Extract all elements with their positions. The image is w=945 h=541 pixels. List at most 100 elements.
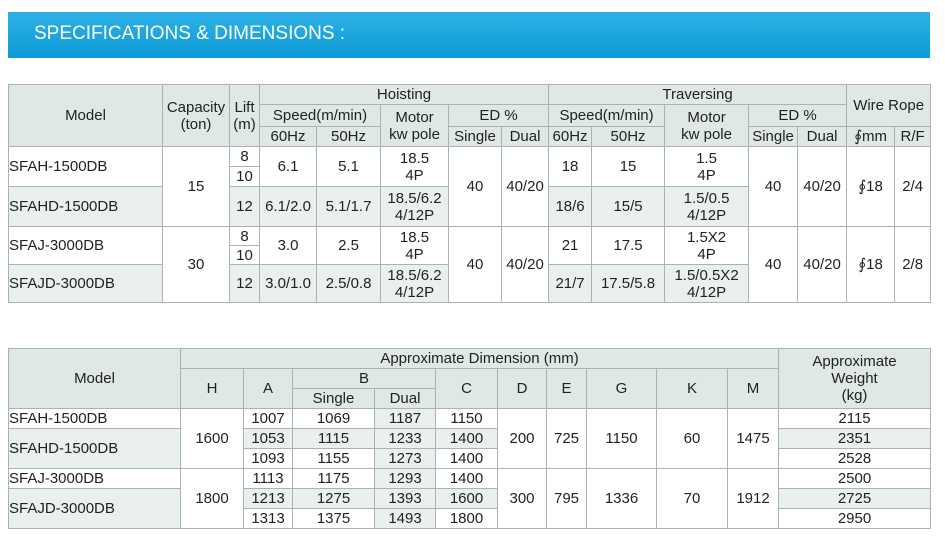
table-cell: 10 bbox=[229, 166, 260, 187]
header-cell: 60Hz bbox=[259, 126, 317, 147]
table-cell: 2950 bbox=[778, 508, 932, 529]
table-cell: 1213 bbox=[243, 488, 293, 509]
table-cell: 1.5 4P bbox=[664, 146, 750, 187]
table-row: SFAJD-3000DB 1213 1275 1393 1600 2725 bbox=[8, 488, 932, 529]
table-cell: 1393 bbox=[374, 488, 436, 509]
table-cell: 15 bbox=[591, 146, 666, 187]
table-cell: 21/7 bbox=[548, 264, 593, 303]
header-cell: ED % bbox=[447, 104, 550, 127]
header-cell: D bbox=[497, 368, 547, 409]
table-cell: 200 bbox=[497, 408, 547, 469]
table-row: SFAJ-3000DB 1800 1113 1175 1293 1400 300 795 133… bbox=[8, 468, 932, 529]
table-cell: 2500 bbox=[778, 468, 932, 489]
header-cell: Speed(m/min) bbox=[548, 104, 666, 127]
header-cell: Single bbox=[292, 388, 375, 409]
title: SPECIFICATIONS & DIMENSIONS : bbox=[34, 23, 346, 44]
table-row: 1313 1375 1493 1800 2950 bbox=[9, 508, 932, 529]
header-cell: Hoisting bbox=[258, 84, 550, 105]
table-cell: 2725 bbox=[778, 488, 932, 509]
header-cell: M bbox=[726, 368, 780, 409]
table-row: 10 bbox=[9, 245, 931, 265]
table-cell: 1187 bbox=[374, 408, 436, 429]
table-cell: 1113 bbox=[243, 468, 293, 489]
table-cell: 1313 bbox=[243, 508, 293, 529]
table-cell: 15/5 bbox=[591, 186, 666, 227]
table-cell: 30 bbox=[162, 226, 230, 303]
header-cell: Model bbox=[8, 84, 163, 147]
table-cell: 795 bbox=[546, 468, 587, 529]
table-cell: SFAJD-3000DB bbox=[8, 264, 163, 303]
table-cell: SFAH-1500DB bbox=[8, 146, 163, 187]
table-cell: 21 bbox=[548, 226, 593, 265]
table-cell: 40 bbox=[448, 226, 502, 303]
table-cell: 1150 bbox=[435, 408, 498, 429]
header-cell: Dual bbox=[797, 126, 848, 147]
header-cell: 50Hz bbox=[591, 126, 666, 147]
table-row: SFAJD-3000DB 12 3.0/1.0 2.5/0.8 18.5/6.2… bbox=[8, 264, 931, 303]
table-row: Model Approximate Dimension (mm) Approxi… bbox=[8, 348, 932, 409]
table-cell: 40/20 bbox=[797, 226, 848, 303]
table-cell: 1600 bbox=[180, 408, 244, 469]
table-cell: 1.5/0.5X2 4/12P bbox=[664, 264, 750, 303]
table-cell: 40 bbox=[748, 226, 799, 303]
table-cell: 1275 bbox=[292, 488, 375, 509]
table-cell: 1069 bbox=[292, 408, 375, 429]
table-cell: 1053 bbox=[243, 428, 293, 449]
table-cell: 40 bbox=[448, 146, 502, 227]
table-cell: ∮18 bbox=[846, 226, 896, 303]
table-row: Speed(m/min) Motor kw pole ED % Speed(m/… bbox=[9, 104, 931, 147]
table-cell: ∮18 bbox=[846, 146, 896, 227]
header-cell: Capacity (ton) bbox=[162, 84, 230, 147]
table-cell: 18.5 4P bbox=[380, 146, 449, 187]
header-cell: ED % bbox=[748, 104, 848, 127]
header-cell: Speed(m/min) bbox=[259, 104, 381, 127]
table-cell: 1475 bbox=[726, 408, 780, 469]
header-cell: C bbox=[435, 368, 498, 409]
table-cell: 1293 bbox=[374, 468, 436, 489]
table-cell: 40/20 bbox=[500, 146, 550, 227]
header-cell: Approximate Weight (kg) bbox=[778, 348, 932, 409]
dimensions-table: Model Approximate Dimension (mm) Approxi… bbox=[8, 348, 932, 529]
table-row: SFAJ-3000DB 30 8 3.0 2.5 18.5 4P 40 40/2… bbox=[8, 226, 932, 303]
table-cell: 18/6 bbox=[548, 186, 593, 227]
table-cell: 1233 bbox=[374, 428, 436, 449]
table-cell: 1007 bbox=[243, 408, 293, 429]
table-cell: 2/8 bbox=[894, 226, 932, 303]
table-cell: 1093 bbox=[243, 448, 293, 469]
table-cell: 8 bbox=[229, 146, 260, 167]
header-cell: Model bbox=[8, 348, 181, 409]
table-cell: 18.5/6.2 4/12P bbox=[380, 264, 449, 303]
table-cell: SFAH-1500DB bbox=[8, 408, 181, 429]
table-row: SFAH-1500DB 15 8 6.1 5.1 18.5 4P 40 40/2… bbox=[8, 146, 932, 227]
specs-table: Model Capacity (ton) Lift (m) Hoisting T… bbox=[8, 84, 932, 303]
table-cell: 5.1/1.7 bbox=[316, 186, 381, 227]
table-cell: 1800 bbox=[180, 468, 244, 529]
table-cell: 2351 bbox=[778, 428, 932, 449]
table-cell: 15 bbox=[162, 146, 230, 227]
header-cell: Motor kw pole bbox=[664, 104, 750, 147]
table-cell: SFAJ-3000DB bbox=[8, 226, 163, 265]
header-cell: B bbox=[292, 368, 436, 389]
table-row: SFAHD-1500DB 12 6.1/2.0 5.1/1.7 18.5/6.2… bbox=[8, 186, 931, 227]
table-cell: 300 bbox=[497, 468, 547, 529]
table-cell: 8 bbox=[229, 226, 260, 246]
table-row: SFAHD-1500DB 1053 1115 1233 1400 2351 bbox=[8, 428, 932, 469]
header-cell: H bbox=[180, 368, 244, 409]
header-cell: Lift (m) bbox=[229, 84, 260, 147]
table-cell: 18 bbox=[548, 146, 593, 187]
table-cell: 40 bbox=[748, 146, 799, 227]
table-cell: 6.1/2.0 bbox=[259, 186, 317, 227]
table-cell: 1155 bbox=[292, 448, 375, 469]
header-cell: Dual bbox=[374, 388, 436, 409]
table-cell: 18.5/6.2 4/12P bbox=[380, 186, 449, 227]
table-cell: 40/20 bbox=[500, 226, 550, 303]
table-cell: 1336 bbox=[586, 468, 657, 529]
table-cell: 1.5X2 4P bbox=[664, 226, 750, 265]
table-cell: SFAJD-3000DB bbox=[8, 488, 181, 529]
table-cell: 3.0 bbox=[259, 226, 317, 265]
table-cell: 1400 bbox=[435, 448, 498, 469]
table-cell: 3.0/1.0 bbox=[259, 264, 317, 303]
table-row: H A B C D E G K M bbox=[9, 368, 931, 409]
header-cell: Wire Rope bbox=[846, 84, 932, 127]
